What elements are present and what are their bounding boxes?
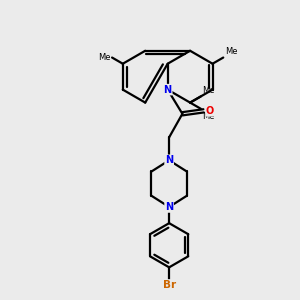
Text: N: N [165,202,173,212]
Text: Me: Me [98,53,111,62]
Text: N: N [165,155,173,165]
Text: Me: Me [202,86,215,95]
Text: Me: Me [225,47,237,56]
Text: N: N [164,85,172,94]
Text: O: O [206,106,214,116]
Text: Me: Me [202,112,215,121]
Text: Br: Br [163,280,176,290]
